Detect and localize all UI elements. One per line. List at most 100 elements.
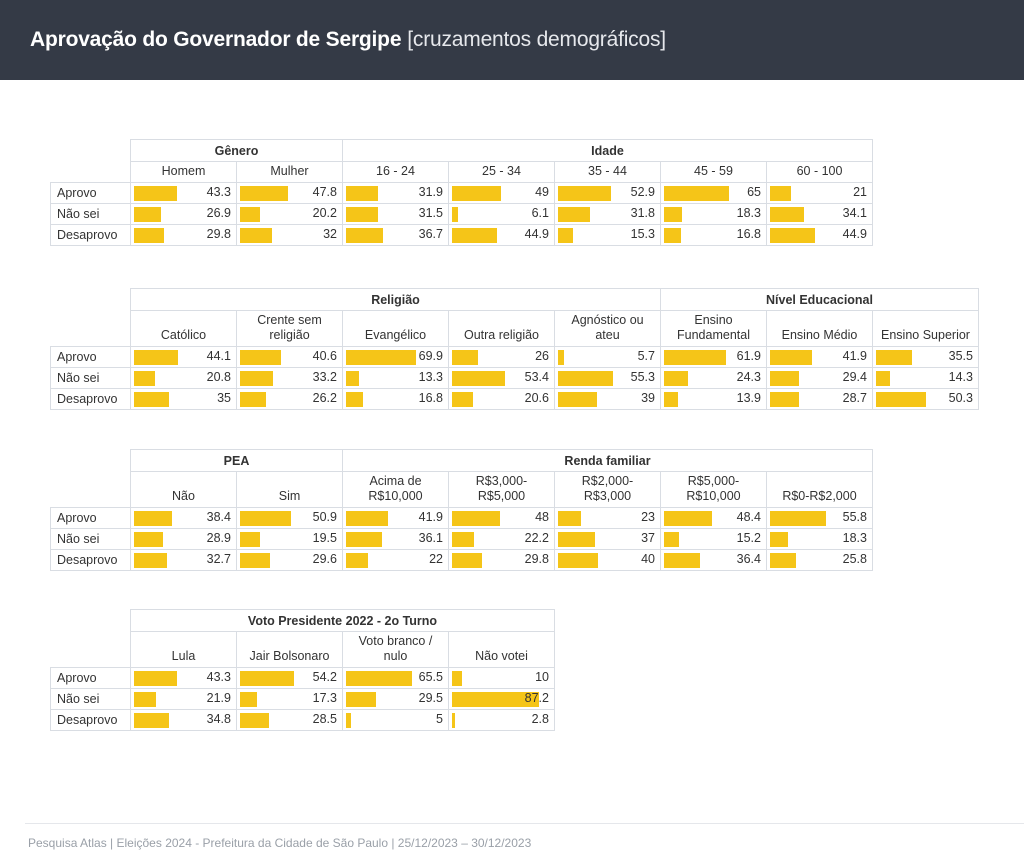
table-row-nao-sei: Não sei 21.9 17.3 29.5 87.2: [50, 688, 555, 710]
value-label: 26.2: [312, 391, 337, 405]
row-label: Não sei: [50, 203, 131, 225]
value-bar: [134, 553, 167, 568]
column-header-sim: Sim: [236, 471, 343, 508]
value-label: 40.6: [312, 349, 337, 363]
value-label: 33.2: [312, 370, 337, 384]
data-cell: 22.2: [448, 528, 555, 550]
value-bar: [240, 207, 261, 222]
data-cell: 29.6: [236, 549, 343, 571]
column-header-ensino-superior: Ensino Superior: [872, 310, 979, 347]
value-bar: [558, 532, 595, 547]
data-cell: 31.8: [554, 203, 661, 225]
data-cell: 26.9: [130, 203, 237, 225]
value-label: 37: [641, 531, 655, 545]
data-cell: 28.5: [236, 709, 343, 731]
row-label: Desaprovo: [50, 549, 131, 571]
data-cell: 15.2: [660, 528, 767, 550]
value-bar: [240, 186, 288, 201]
value-bar: [134, 392, 169, 407]
value-label: 28.7: [842, 391, 867, 405]
value-bar: [664, 532, 680, 547]
value-bar: [558, 392, 597, 407]
value-bar: [558, 350, 564, 365]
value-bar: [876, 371, 891, 386]
row-label: Não sei: [50, 528, 131, 550]
value-label: 35.5: [948, 349, 973, 363]
value-bar: [664, 207, 683, 222]
data-cell: 55.8: [766, 507, 873, 529]
value-bar: [452, 371, 506, 386]
value-bar: [452, 692, 540, 707]
table-row-desaprovo: Desaprovo 34.8 28.5 5 2.8: [50, 709, 555, 731]
value-bar: [346, 392, 363, 407]
value-label: 6.1: [531, 206, 549, 220]
data-cell: 55.3: [554, 367, 661, 389]
data-cell: 35: [130, 388, 237, 410]
data-cell: 43.3: [130, 667, 237, 689]
group-header-pea: PEA: [130, 449, 343, 472]
data-cell: 28.9: [130, 528, 237, 550]
data-cell: 54.2: [236, 667, 343, 689]
footer-divider: [25, 823, 1024, 824]
value-bar: [664, 553, 701, 568]
data-cell: 28.7: [766, 388, 873, 410]
data-cell: 29.8: [448, 549, 555, 571]
value-bar: [346, 692, 376, 707]
data-cell: 22: [342, 549, 449, 571]
value-bar: [346, 350, 416, 365]
value-bar: [770, 207, 805, 222]
value-label: 36.1: [418, 531, 443, 545]
value-label: 41.9: [842, 349, 867, 363]
table-row-aprovo: Aprovo 43.3 47.8 31.9 49 52.9 65 21: [50, 182, 873, 204]
row-label: Desaprovo: [50, 388, 131, 410]
data-cell: 6.1: [448, 203, 555, 225]
group-header-renda-familiar: Renda familiar: [342, 449, 873, 472]
value-bar: [134, 186, 178, 201]
value-label: 21: [853, 185, 867, 199]
value-label: 34.1: [842, 206, 867, 220]
value-label: 44.9: [842, 227, 867, 241]
value-label: 15.2: [736, 531, 761, 545]
data-cell: 40: [554, 549, 661, 571]
column-header-ensino-fundamental: Ensino Fundamental: [660, 310, 767, 347]
data-cell: 38.4: [130, 507, 237, 529]
column-header-r-2-000-r-3-000: R$2,000-R$3,000: [554, 471, 661, 508]
data-cell: 20.2: [236, 203, 343, 225]
value-bar: [134, 371, 155, 386]
value-bar: [558, 371, 614, 386]
crosstab-table-pea-renda: PEA Renda familiar Não Sim Acima de R$10,000…: [50, 449, 873, 571]
value-label: 22.2: [524, 531, 549, 545]
column-header-16-24: 16 - 24: [342, 161, 449, 183]
data-cell: 5.7: [554, 346, 661, 368]
value-bar: [346, 228, 383, 243]
value-bar: [346, 713, 351, 728]
value-label: 14.3: [948, 370, 973, 384]
row-label: Aprovo: [50, 507, 131, 529]
data-cell: 44.9: [448, 224, 555, 246]
table-row-desaprovo: Desaprovo 35 26.2 16.8 20.6 39 13.9 28.7 50.3: [50, 388, 979, 410]
value-label: 41.9: [418, 510, 443, 524]
crosstab-table-genero-idade: Gênero Idade Homem Mulher 16 - 24 25 - 34 35 -…: [50, 139, 873, 246]
data-cell: 16.8: [342, 388, 449, 410]
table-row-desaprovo: Desaprovo 32.7 29.6 22 29.8 40 36.4 25.8: [50, 549, 873, 571]
value-label: 55.3: [630, 370, 655, 384]
data-cell: 21.9: [130, 688, 237, 710]
table-corner: [51, 289, 131, 347]
value-bar: [558, 553, 598, 568]
row-label: Não sei: [50, 367, 131, 389]
value-label: 22: [429, 552, 443, 566]
table-row-aprovo: Aprovo 44.1 40.6 69.9 26 5.7 61.9 41.9 35.5: [50, 346, 979, 368]
value-label: 50.3: [948, 391, 973, 405]
value-bar: [452, 392, 473, 407]
value-bar: [134, 350, 179, 365]
row-label: Não sei: [50, 688, 131, 710]
value-bar: [134, 228, 164, 243]
data-cell: 29.8: [130, 224, 237, 246]
value-bar: [134, 671, 178, 686]
data-cell: 36.1: [342, 528, 449, 550]
value-bar: [770, 350, 812, 365]
data-cell: 18.3: [766, 528, 873, 550]
value-label: 43.3: [206, 670, 231, 684]
value-bar: [770, 186, 791, 201]
value-label: 54.2: [312, 670, 337, 684]
